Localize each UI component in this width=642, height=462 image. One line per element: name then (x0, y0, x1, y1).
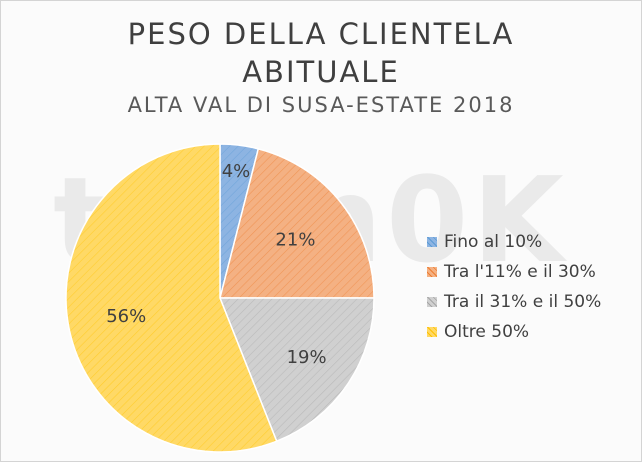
legend-item-3: Tra il 31% e il 50% (427, 287, 601, 317)
legend-item-2: Tra l'11% e il 30% (427, 257, 601, 287)
slice-3-label: 19% (287, 347, 327, 368)
pie-slices (65, 143, 375, 453)
legend-item-4: Oltre 50% (427, 317, 601, 347)
chart-legend: Fino al 10% Tra l'11% e il 30% Tra il 31% … (427, 227, 601, 347)
chart-title-line-2: ABITUALE (242, 55, 400, 89)
legend-label-1: Fino al 10% (444, 232, 543, 252)
legend-item-1: Fino al 10% (427, 227, 601, 257)
slice-4-wedge (65, 143, 278, 453)
legend-label-3: Tra il 31% e il 50% (444, 292, 602, 312)
chart-subtitle: ALTA VAL DI SUSA-ESTATE 2018 (127, 93, 515, 117)
slice-1-label: 4% (222, 161, 251, 182)
slice-2-label: 21% (275, 229, 315, 250)
legend-swatch-1 (427, 237, 437, 247)
pie-labels: 4% 21% 19% 56% (106, 161, 326, 368)
legend-swatch-2 (427, 267, 437, 277)
legend-swatch-4 (427, 327, 437, 337)
legend-swatch-3 (427, 297, 437, 307)
legend-label-2: Tra l'11% e il 30% (444, 262, 596, 282)
chart-title-line-1: PESO DELLA CLIENTELA (127, 17, 515, 51)
chart-title: PESO DELLA CLIENTELA ABITUALE (1, 15, 641, 91)
slice-4-label: 56% (106, 306, 146, 327)
slice-2-wedge (219, 147, 375, 299)
legend-label-4: Oltre 50% (444, 322, 530, 342)
slice-3-wedge (218, 297, 375, 443)
